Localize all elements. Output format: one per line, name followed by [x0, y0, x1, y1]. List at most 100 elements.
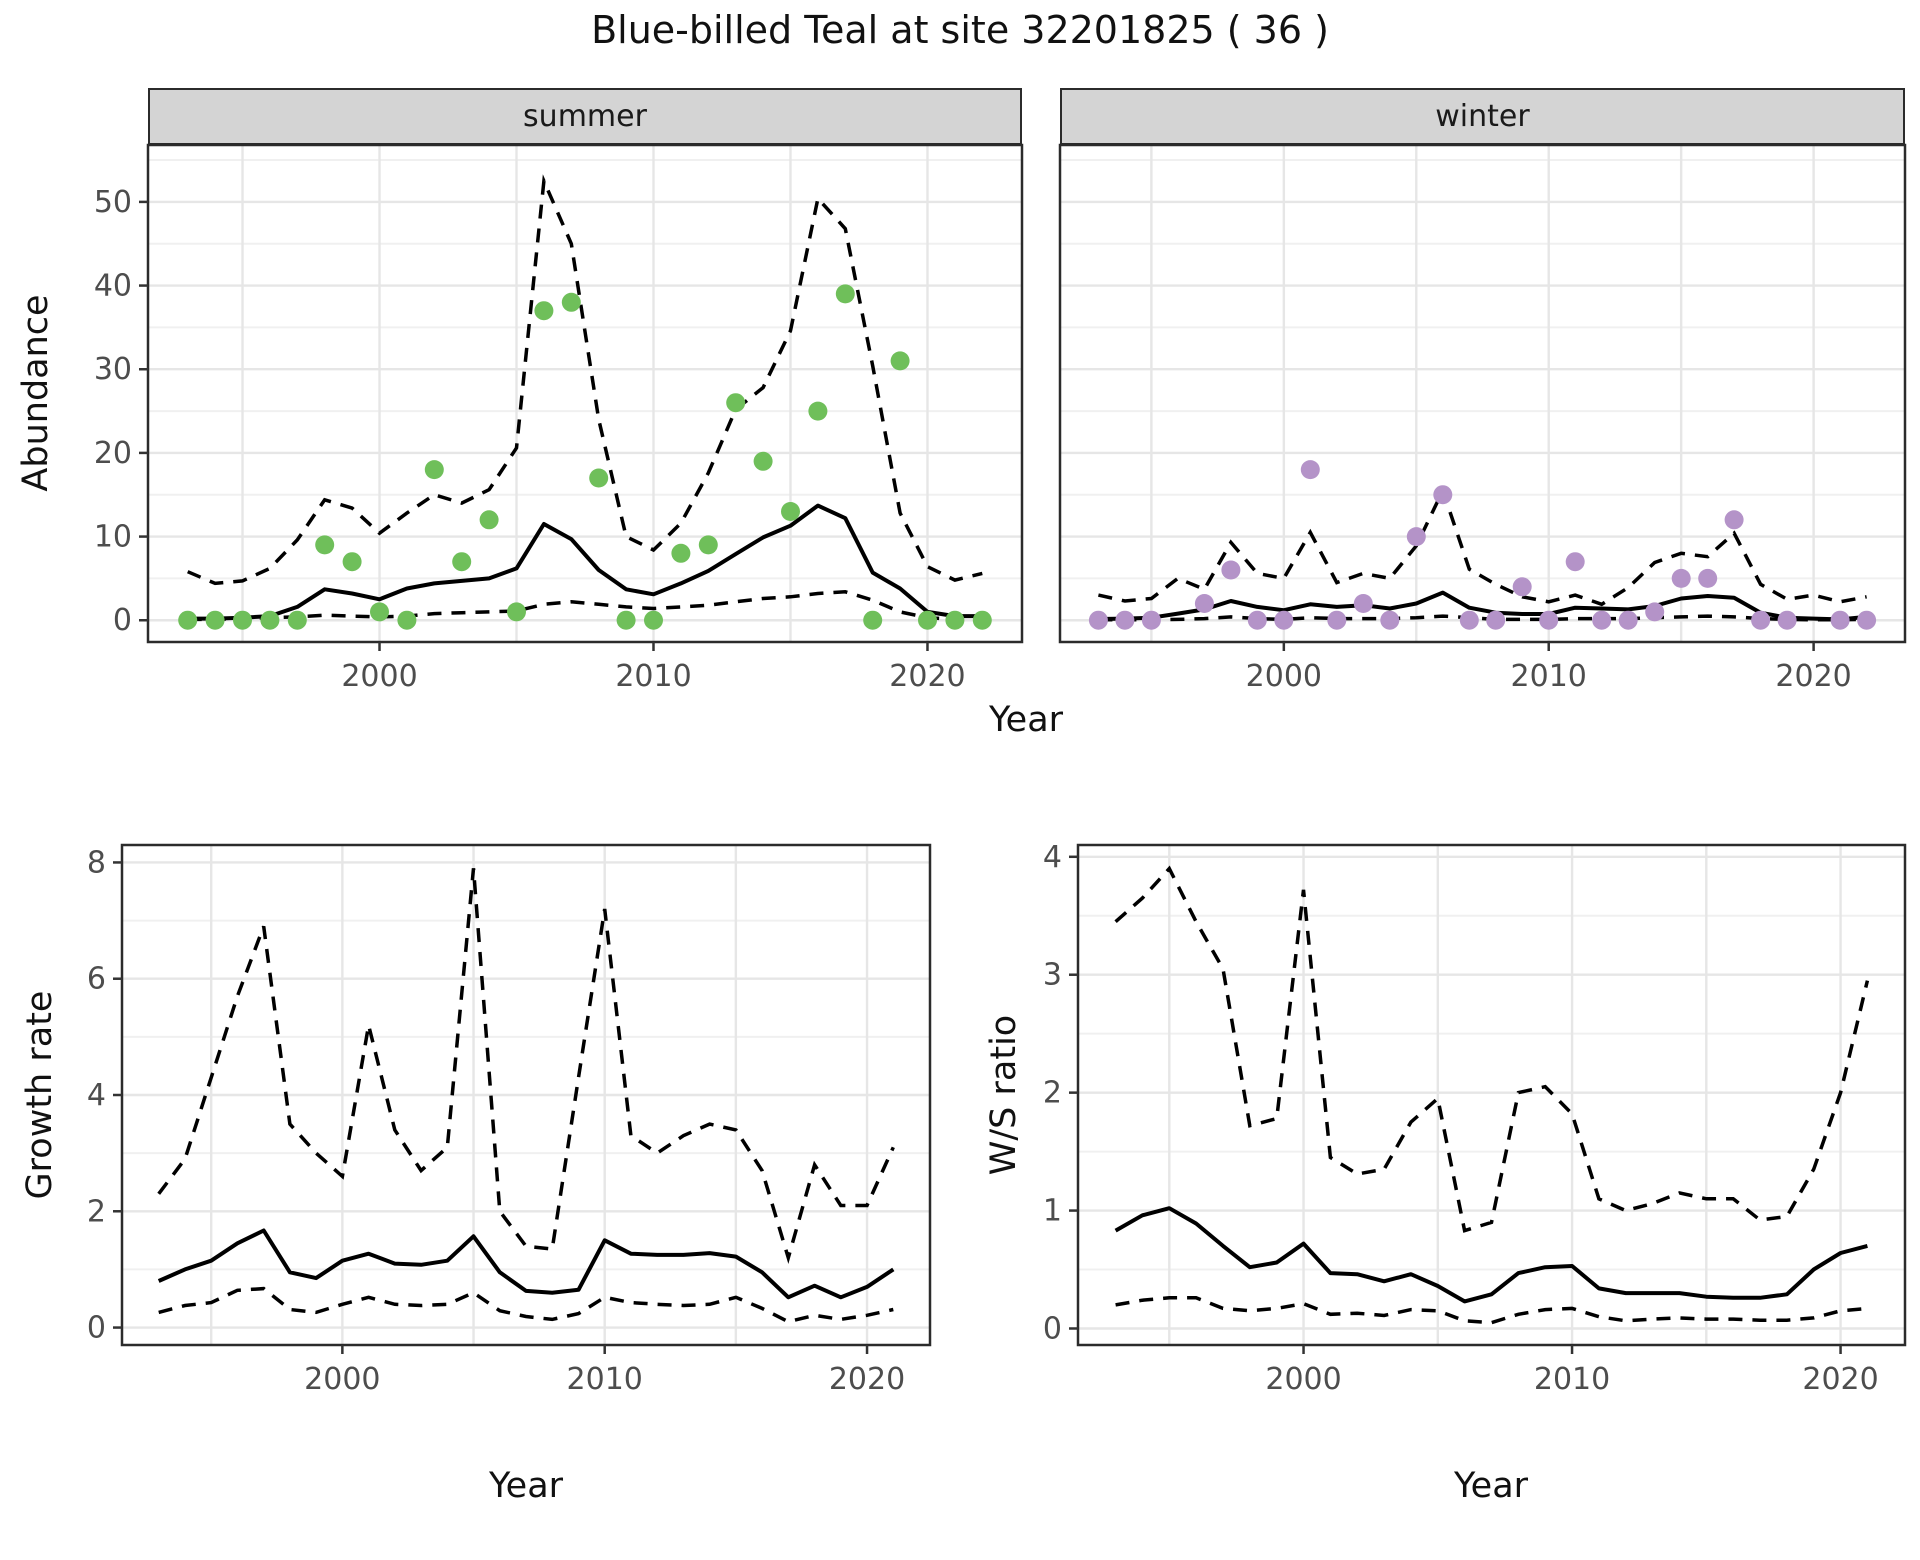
data-point [1751, 610, 1771, 630]
data-point [1327, 610, 1347, 630]
y-tick-label: 0 [87, 1311, 106, 1346]
data-point [507, 602, 526, 622]
data-point [178, 610, 198, 630]
data-point [972, 610, 992, 630]
mean-line [187, 503, 983, 621]
data-point [918, 610, 937, 630]
y-tick-label: 1 [1043, 1194, 1062, 1229]
data-point [1221, 560, 1241, 580]
data-point [726, 393, 746, 413]
data-point [1539, 610, 1559, 630]
data-point [370, 602, 389, 622]
mean-line [157, 1228, 895, 1300]
plot-title: Blue-billed Teal at site 32201825 ( 36 ) [591, 8, 1329, 52]
data-point [1115, 610, 1135, 630]
data-point [1645, 602, 1665, 622]
data-point [397, 610, 417, 630]
ws-x-axis-title: Year [1453, 1466, 1529, 1506]
y-tick-label: 30 [94, 352, 132, 387]
data-point [698, 535, 718, 555]
data-point [1698, 568, 1718, 588]
y-tick-label: 2 [87, 1194, 106, 1229]
y-tick-label: 2 [1043, 1076, 1062, 1111]
y-tick-label: 8 [87, 845, 106, 880]
facet-strip-winter: winter [1060, 88, 1905, 145]
y-tick-label: 0 [113, 603, 132, 638]
growth-x-axis-title: Year [488, 1466, 564, 1506]
data-point [1459, 610, 1479, 630]
data-point [1512, 577, 1532, 597]
x-tick-label: 2000 [341, 659, 417, 694]
data-point [1830, 610, 1850, 630]
upper-ci-line [1098, 485, 1867, 607]
y-tick-label: 0 [1043, 1311, 1062, 1346]
lower-ci-line [187, 590, 983, 622]
x-tick-label: 2020 [829, 1362, 905, 1397]
data-point [479, 510, 499, 530]
data-point [1857, 610, 1877, 630]
facet-strip-winter-label: winter [1435, 99, 1530, 134]
abundance-y-axis-title: Abundance [16, 294, 56, 492]
x-tick-label: 2010 [1511, 659, 1587, 694]
y-tick-label: 3 [1043, 958, 1062, 993]
data-point [863, 610, 883, 630]
panel-border [1076, 843, 1907, 1347]
data-point [589, 468, 609, 488]
y-tick-label: 6 [87, 962, 106, 997]
data-point [1274, 610, 1294, 630]
lower-ci-line [158, 1286, 894, 1324]
data-point [808, 401, 828, 421]
data-point [945, 610, 965, 630]
panel-background [1078, 845, 1905, 1345]
mean-line [1098, 590, 1867, 622]
x-tick-label: 2000 [304, 1362, 380, 1397]
data-point [260, 610, 280, 630]
x-tick-label: 2020 [889, 659, 965, 694]
data-point [424, 460, 444, 480]
y-tick-label: 10 [94, 520, 132, 555]
data-point [1777, 610, 1797, 630]
panel-background [1060, 145, 1905, 642]
data-point [1088, 610, 1108, 630]
y-tick-label: 40 [94, 269, 132, 304]
panel-border [1058, 143, 1907, 644]
data-point [561, 292, 581, 312]
y-tick-label: 4 [1043, 840, 1062, 875]
lower-ci-line [1098, 614, 1867, 622]
data-point [671, 543, 691, 563]
data-point [1671, 568, 1691, 588]
y-tick-label: 50 [94, 185, 132, 220]
panel-border [146, 143, 1024, 644]
data-point [1406, 527, 1426, 547]
data-point [287, 610, 307, 630]
data-point [315, 535, 335, 555]
x-tick-label: 2010 [567, 1362, 643, 1397]
data-point [1433, 485, 1453, 505]
data-point [205, 610, 225, 630]
panel-background [148, 145, 1022, 642]
data-point [1247, 610, 1267, 630]
facet-strip-summer-label: summer [523, 99, 647, 134]
abundance-x-axis-title: Year [988, 700, 1064, 740]
data-point [1724, 510, 1744, 530]
x-tick-label: 2020 [1775, 659, 1851, 694]
data-point [452, 552, 472, 572]
mean-line [1114, 1206, 1868, 1304]
data-point [1353, 594, 1373, 613]
data-point [1486, 610, 1506, 630]
y-tick-label: 20 [94, 436, 132, 471]
data-point [616, 610, 636, 630]
growth-y-axis-title: Growth rate [20, 990, 60, 1200]
data-point [781, 502, 800, 521]
data-point [342, 552, 362, 572]
facet-strip-summer: summer [148, 88, 1022, 145]
data-point [890, 351, 910, 371]
lower-ci-line [1115, 1296, 1868, 1325]
ws-y-axis-title: W/S ratio [984, 1014, 1024, 1176]
data-point [1380, 610, 1400, 630]
x-tick-label: 2010 [615, 659, 691, 694]
x-tick-label: 2010 [1534, 1362, 1610, 1397]
upper-ci-line [187, 174, 983, 586]
